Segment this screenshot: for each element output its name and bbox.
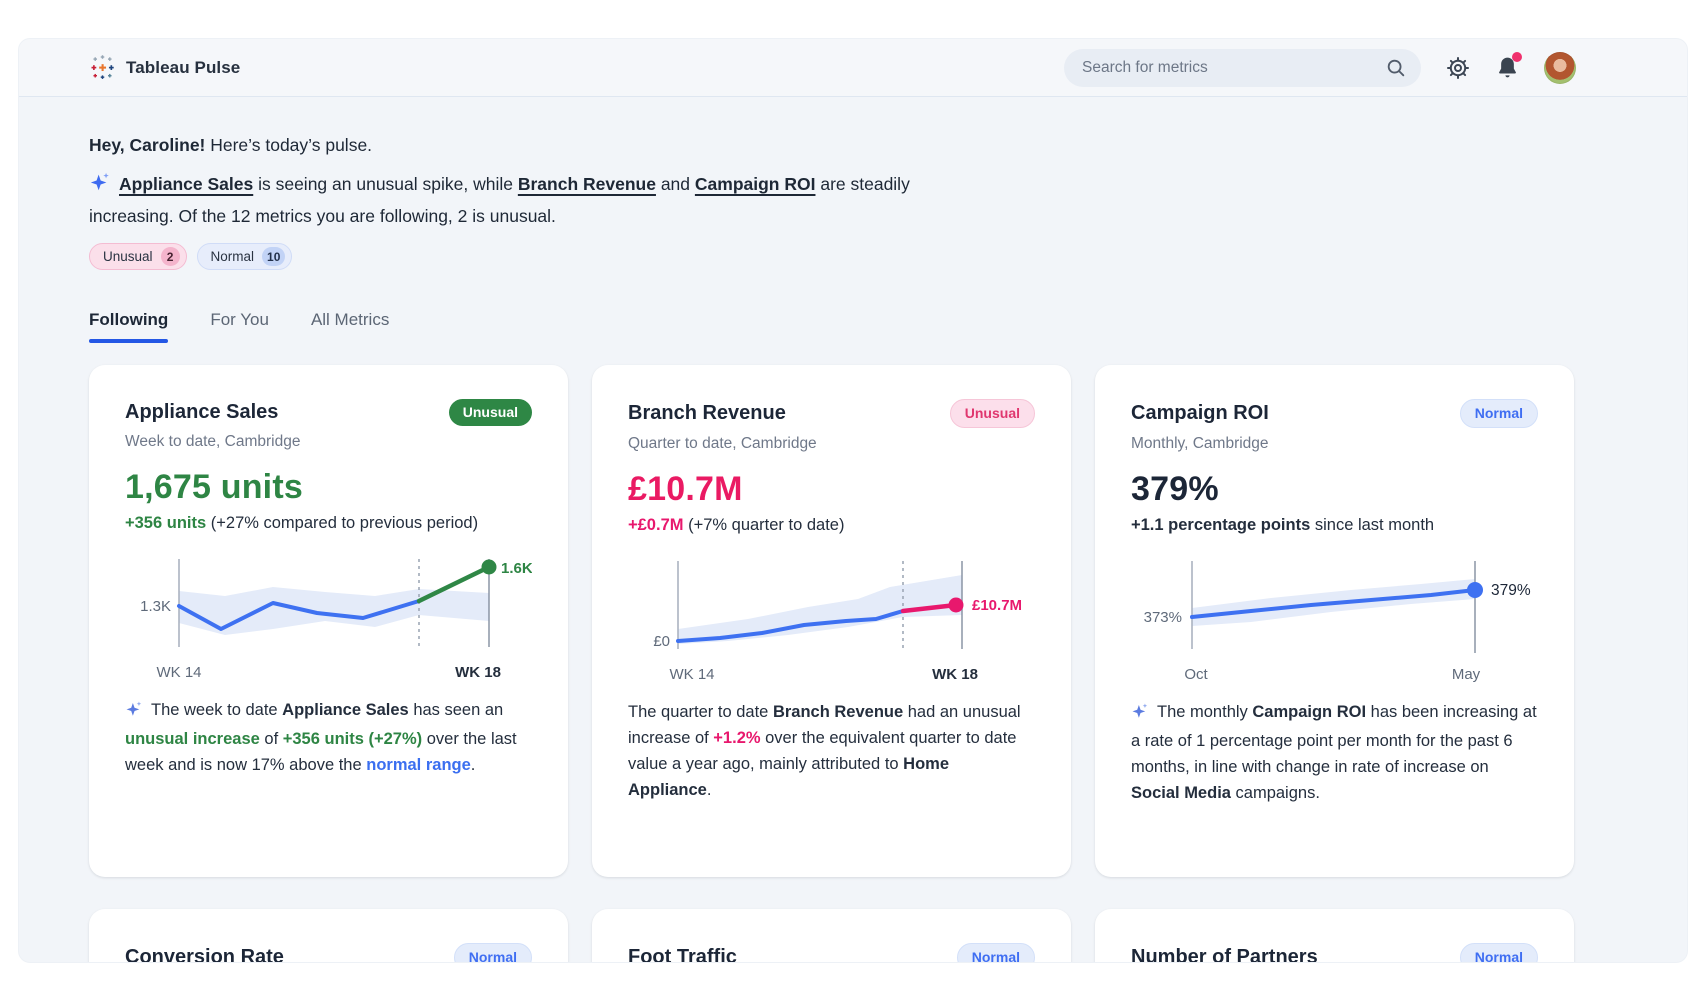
filter-unusual-count: 2 xyxy=(160,247,180,266)
status-badge: Normal xyxy=(1459,399,1538,428)
metric-card-branch-revenue[interactable]: Branch Revenue Unusual Quarter to date, … xyxy=(592,365,1071,877)
x-label-end: May xyxy=(1452,666,1481,683)
insight-text: The monthly Campaign ROI has been increa… xyxy=(1131,702,1537,802)
filter-normal[interactable]: Normal 10 xyxy=(196,243,293,270)
app-window: Tableau Pulse xyxy=(18,38,1688,963)
end-point-marker xyxy=(481,559,497,575)
card-title: Foot Traffic xyxy=(628,946,737,963)
metric-change: +£0.7M (+7% quarter to date) xyxy=(628,516,845,534)
status-badge: Unusual xyxy=(949,399,1035,428)
tableau-logo-icon xyxy=(91,55,114,79)
metric-value: 379% xyxy=(1131,470,1219,508)
metric-card-conversion-rate[interactable]: Conversion Rate Normal xyxy=(89,909,568,963)
filter-unusual-label: Unusual xyxy=(103,249,153,264)
x-label-start: WK 14 xyxy=(156,664,201,681)
user-avatar[interactable] xyxy=(1544,51,1576,84)
metric-tabs: Following For You All Metrics xyxy=(89,310,1576,343)
end-point-label: 1.6K xyxy=(501,560,532,577)
card-subtitle: Week to date, Cambridge xyxy=(125,433,301,450)
filter-unusual[interactable]: Unusual 2 xyxy=(89,243,187,270)
history-line xyxy=(1190,588,1477,619)
insight-text: The quarter to date Branch Revenue had a… xyxy=(628,703,1021,799)
sparkle-icon xyxy=(125,700,143,726)
metric-change: +356 units (+27% compared to previous pe… xyxy=(125,514,479,532)
card-subtitle: Monthly, Cambridge xyxy=(1131,435,1269,452)
metric-card-campaign-roi[interactable]: Campaign ROI Normal Monthly, Cambridge 3… xyxy=(1095,365,1574,877)
x-label-start: Oct xyxy=(1184,666,1208,683)
top-navbar: Tableau Pulse xyxy=(19,39,1687,97)
card-title: Branch Revenue xyxy=(628,402,786,424)
status-badge: Unusual xyxy=(448,399,532,426)
greeting: Hey, Caroline! Here’s today’s pulse. xyxy=(89,133,1576,157)
tab-all-metrics[interactable]: All Metrics xyxy=(310,310,390,329)
sparkline-chart: 373% 379% Oct May xyxy=(1144,561,1531,683)
brand[interactable]: Tableau Pulse xyxy=(89,54,240,81)
normal-range-band xyxy=(678,575,962,644)
summary-text: Appliance Sales is seeing an unusual spi… xyxy=(89,174,910,226)
current-line xyxy=(416,564,492,604)
history-line xyxy=(676,609,905,643)
x-label-end: WK 18 xyxy=(455,664,501,681)
x-label-end: WK 18 xyxy=(932,666,978,683)
metric-card-appliance-sales[interactable]: Appliance Sales Unusual Week to date, Ca… xyxy=(89,365,568,877)
current-line xyxy=(900,602,959,614)
settings-button[interactable] xyxy=(1445,55,1471,81)
greeting-lead: Hey, Caroline! xyxy=(89,135,206,155)
greeting-rest: Here’s today’s pulse. xyxy=(205,135,373,155)
tab-following[interactable]: Following xyxy=(89,310,169,343)
notification-dot xyxy=(1512,52,1522,62)
metric-card-number-of-partners[interactable]: Number of Partners Normal xyxy=(1095,909,1574,963)
card-title: Appliance Sales xyxy=(125,401,279,423)
metric-value: £10.7M xyxy=(628,470,743,508)
sparkline-chart: £0 £10.7M WK 14 WK 18 xyxy=(653,561,1022,683)
pulse-summary: Appliance Sales is seeing an unusual spi… xyxy=(89,170,945,231)
status-badge: Normal xyxy=(956,943,1035,962)
status-badge: Normal xyxy=(453,943,532,962)
card-subtitle: Quarter to date, Cambridge xyxy=(628,435,817,452)
tab-for-you[interactable]: For You xyxy=(210,310,269,329)
metric-change: +1.1 percentage points since last month xyxy=(1131,516,1435,534)
card-title: Number of Partners xyxy=(1131,946,1318,963)
sparkle-icon xyxy=(89,171,111,202)
end-point-marker xyxy=(948,597,964,613)
normal-range-band xyxy=(179,587,489,635)
sparkline-chart: 1.3K 1.6K WK 14 WK 18 xyxy=(140,559,532,681)
card-title: Campaign ROI xyxy=(1131,402,1269,424)
gear-icon xyxy=(1447,56,1469,79)
y-axis-label: 1.3K xyxy=(140,598,171,615)
metric-value: 1,675 units xyxy=(125,468,303,506)
metric-cards-row-2: Conversion Rate Normal Foot Traffic Norm… xyxy=(89,909,1576,963)
status-badge: Normal xyxy=(1459,943,1538,962)
x-label-start: WK 14 xyxy=(669,666,714,683)
search-bar[interactable] xyxy=(1064,48,1421,87)
end-point-label: 379% xyxy=(1491,582,1531,599)
metric-card-foot-traffic[interactable]: Foot Traffic Normal xyxy=(592,909,1071,963)
search-input[interactable] xyxy=(1082,58,1385,77)
sparkle-icon xyxy=(1131,702,1149,728)
end-point-label: £10.7M xyxy=(972,597,1022,614)
filter-normal-count: 10 xyxy=(262,247,286,266)
bell-icon xyxy=(1499,57,1516,78)
status-filters: Unusual 2 Normal 10 xyxy=(89,243,1576,270)
y-axis-label: £0 xyxy=(653,633,670,650)
history-line xyxy=(177,599,421,631)
insight-text: The week to date Appliance Sales has see… xyxy=(125,700,517,774)
app-title: Tableau Pulse xyxy=(126,57,241,77)
card-title: Conversion Rate xyxy=(125,946,284,963)
metric-cards-row-1: Appliance Sales Unusual Week to date, Ca… xyxy=(89,365,1576,877)
search-icon[interactable] xyxy=(1385,57,1407,79)
filter-normal-label: Normal xyxy=(210,249,255,264)
notifications-button[interactable] xyxy=(1495,52,1522,80)
end-point-marker xyxy=(1467,582,1483,598)
main-content: Hey, Caroline! Here’s today’s pulse. App… xyxy=(89,97,1576,963)
y-axis-label: 373% xyxy=(1144,609,1182,626)
